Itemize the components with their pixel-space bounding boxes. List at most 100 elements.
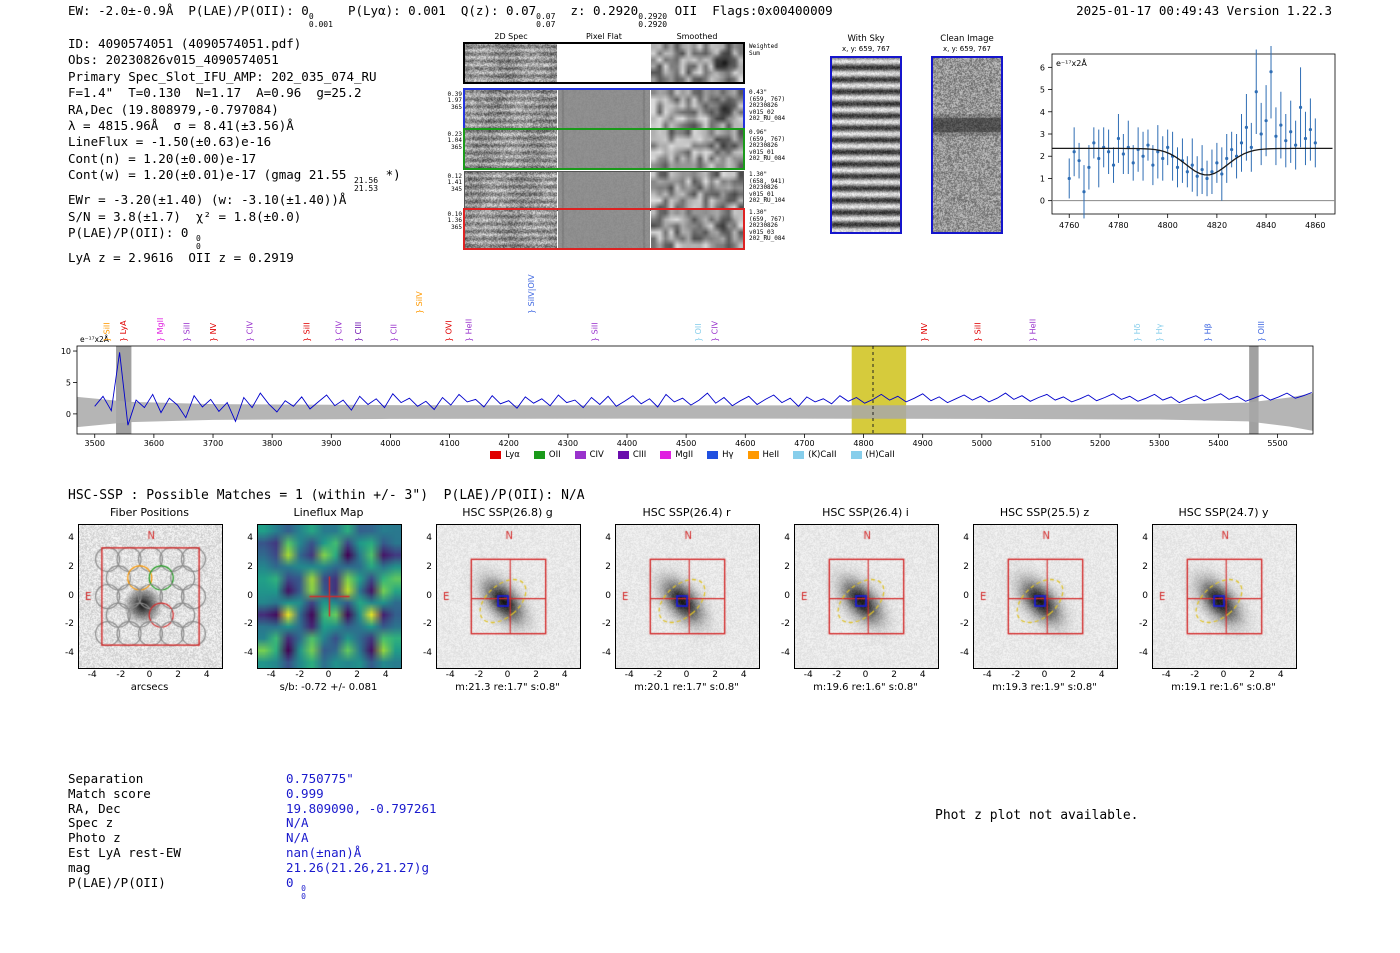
emission-line-label: } Hγ	[1155, 323, 1164, 342]
full-spectrum-plot: 3500 3600 3700 3800 3900 4000 4100 4200 4300 4400…	[61, 274, 1314, 448]
meta-line: v015_01	[749, 148, 775, 156]
spec2d-row-weights: 0.12 1.41 345	[443, 173, 462, 193]
info-line: Cont(n) = 1.20(±0.00)e-17	[68, 151, 401, 167]
data-point	[1107, 150, 1111, 154]
spec2d-column-header: 2D Spec	[494, 32, 528, 41]
emission-line-label: } SiIV	[415, 291, 424, 314]
smoothed-image	[651, 130, 743, 168]
emission-line-label: } OVI	[444, 320, 453, 342]
emission-line-label: } CIV	[246, 320, 255, 342]
spec2d-row-meta: 1.30" (659, 767) 20230826 v015_03 202_RU_084	[749, 209, 821, 243]
y-tick-label: -4	[602, 647, 611, 658]
header-stats: EW: -2.0±-0.9Å P(LAE)/P(OII): 0 0 0.001 P(…	[68, 3, 833, 29]
meta-line: (659, 767)	[749, 95, 786, 103]
spec2d-row-border	[464, 171, 744, 211]
legend-item: CIV	[574, 450, 604, 460]
smoothed-image	[651, 172, 743, 210]
legend-label: Lyα	[505, 450, 520, 460]
meta-line: 0.43"	[749, 89, 768, 96]
data-point	[1205, 176, 1209, 181]
header-stat-fraction-top: 0.07	[536, 12, 556, 21]
match-table-label: RA, Dec	[68, 800, 121, 816]
cutout-xlabel: m:21.3 re:1.7" s:0.8"	[455, 682, 560, 693]
legend-item: (K)CaII	[793, 450, 837, 460]
smoothed-image	[651, 44, 743, 82]
x-tick-label: 4300	[558, 439, 578, 448]
info-line: LyA z = 2.9616 OII z = 0.2919	[68, 250, 401, 266]
legend-label: CIV	[589, 450, 604, 460]
emission-line-label: } Hβ	[1204, 323, 1213, 342]
pixelflat-image	[558, 210, 650, 248]
data-point	[1274, 134, 1278, 138]
spectrum-line	[94, 352, 1312, 426]
x-tick-label: 5400	[1208, 439, 1228, 448]
header-stat-text: EW: -2.0±-0.9Å P(LAE)/P(OII): 0	[68, 3, 309, 18]
x-tick-label: 4000	[380, 439, 400, 448]
data-point	[1077, 159, 1081, 163]
x-tick-label: -4	[266, 670, 276, 680]
header-stat-fraction-bottom: 0.07	[536, 20, 556, 29]
weight-value: 1.36	[447, 217, 462, 225]
x-tick-label: 0	[1041, 670, 1048, 680]
emission-line-label: } HeII	[464, 319, 473, 342]
withsky-title: With Sky	[847, 34, 885, 44]
legend-swatch	[490, 451, 502, 459]
data-point	[1215, 161, 1219, 165]
x-tick-label: 3700	[203, 439, 223, 448]
weight-value: 0.10	[447, 211, 462, 218]
weight-value: 1.41	[447, 179, 462, 187]
info-text: P(LAE)/P(OII): 0	[68, 225, 196, 241]
emission-line-label: } CIV	[334, 320, 343, 342]
x-tick-label: 3900	[321, 439, 341, 448]
x-tick-label: 3600	[144, 439, 164, 448]
info-text: λ = 4815.96Å σ = 8.41(±3.56)Å	[68, 118, 294, 134]
x-tick-label: -2	[474, 670, 484, 680]
match-table-label: mag	[68, 859, 91, 875]
data-point	[1298, 105, 1303, 109]
x-tick-label: 0	[504, 670, 511, 680]
lineflux-image	[257, 524, 402, 669]
cutout-panel-fibers: Fiber Positions -4 -4 -2 -2 0 0 2 2 4 4 arcsecs	[52, 506, 252, 706]
spec2d-row-border	[463, 88, 745, 130]
cutout-xlabel: m:19.6 re:1.6" s:0.8"	[813, 682, 918, 693]
header-stat-fraction-bottom: 0.001	[308, 20, 333, 29]
header-stat-text: z: 0.2920	[555, 3, 639, 18]
flux-units-annotation: e⁻¹⁷x2Å	[1056, 57, 1087, 68]
y-tick-label: -2	[960, 619, 969, 630]
info-line: F=1.4" T=0.130 N=1.17 A=0.96 g=25.2	[68, 85, 401, 101]
x-tick-label: 0	[325, 670, 332, 680]
x-tick-label: 2	[891, 670, 897, 680]
header-stat-fraction: 0.07 0.07	[536, 13, 555, 29]
y-tick-label: 4	[68, 533, 74, 544]
spec2d-cutout-grid: 2D Spec Pixel Flat Smoothed Weighted Sum 0.39…	[443, 30, 833, 260]
error-envelope	[77, 393, 1313, 431]
match-table-row: mag 21.26(21.26,21.27)g	[68, 859, 437, 876]
legend-item: (H)CaII	[850, 450, 895, 460]
x-tick-label: 0	[862, 670, 869, 680]
data-point	[1166, 145, 1170, 149]
meta-line: 202_RU_084	[749, 235, 786, 243]
x-tick-label: -4	[445, 670, 455, 680]
emission-line-label: } SiII	[590, 322, 599, 342]
weight-value: 365	[451, 103, 462, 111]
match-table-label: Photo z	[68, 830, 121, 846]
data-point	[1303, 136, 1308, 141]
x-tick-label: 5100	[1031, 439, 1051, 448]
header-stat-fraction-top: 0.2920	[638, 12, 668, 21]
data-point	[1121, 152, 1125, 156]
y-tick-label: -4	[65, 647, 74, 658]
info-line: Obs: 20230826v015_4090574051	[68, 52, 401, 68]
info-text: Cont(n) = 1.20(±0.00)e-17	[68, 150, 257, 166]
data-point	[1190, 163, 1194, 167]
y-tick-label: -2	[423, 619, 432, 630]
x-tick-label: 2	[533, 670, 539, 680]
data-point	[1082, 190, 1086, 194]
spec2d-row-weights: 0.23 1.04 365	[443, 131, 462, 151]
x-tick-label: 5200	[1090, 439, 1110, 448]
data-point	[1146, 143, 1150, 147]
y-tick-label: 5	[1040, 86, 1045, 95]
data-point	[1284, 139, 1288, 143]
pixelflat-image	[558, 130, 650, 168]
clean-coords: x, y: 659, 767	[943, 45, 991, 53]
